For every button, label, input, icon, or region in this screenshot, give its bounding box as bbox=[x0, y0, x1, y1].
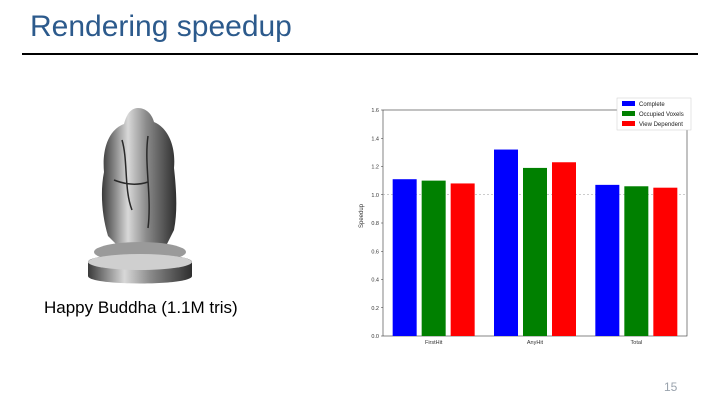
x-category-label: AnyHit bbox=[527, 340, 544, 346]
bar-view-dependent-total bbox=[653, 187, 678, 336]
legend-swatch-occupied bbox=[622, 111, 635, 116]
legend-swatch-complete bbox=[622, 101, 635, 106]
y-tick-label: 0.6 bbox=[371, 249, 379, 255]
y-axis-label: Speedup bbox=[359, 203, 365, 228]
model-caption: Happy Buddha (1.1M tris) bbox=[44, 298, 238, 317]
legend-swatch-view bbox=[622, 121, 635, 126]
y-tick-label: 0.2 bbox=[371, 306, 379, 312]
speedup-chart: 0.0 0.2 0.4 0.6 0.8 1.0 1.2 1.4 1.6 FirstHit AnyH… bbox=[359, 97, 692, 346]
bar-occupied-voxels-anyhit bbox=[523, 167, 547, 336]
bar-complete-firsthit bbox=[392, 179, 417, 336]
bar-view-dependent-firsthit bbox=[450, 183, 475, 336]
y-tick-label: 0.8 bbox=[371, 221, 379, 227]
bar-complete-anyhit bbox=[494, 149, 518, 336]
slide-title: Rendering speedup bbox=[30, 10, 292, 43]
x-category-label: Total bbox=[631, 340, 643, 346]
y-tick-label: 0.0 bbox=[371, 334, 379, 340]
y-tick-label: 0.4 bbox=[371, 278, 379, 284]
title-divider bbox=[22, 53, 698, 55]
happy-buddha-render bbox=[88, 108, 192, 284]
legend-label-complete: Complete bbox=[639, 102, 665, 108]
legend-label-view: View Dependent bbox=[639, 122, 683, 128]
y-tick-label: 1.6 bbox=[371, 108, 379, 114]
bar-complete-total bbox=[595, 184, 620, 336]
y-tick-label: 1.0 bbox=[371, 193, 379, 199]
legend-label-occupied: Occupied Voxels bbox=[639, 112, 684, 118]
bar-view-dependent-anyhit bbox=[552, 162, 576, 336]
y-tick-label: 1.2 bbox=[371, 165, 379, 171]
legend: Complete Occupied Voxels View Dependent bbox=[616, 97, 692, 131]
page-number: 15 bbox=[664, 380, 678, 394]
bar-occupied-voxels-firsthit bbox=[421, 180, 446, 336]
x-category-label: FirstHit bbox=[425, 340, 443, 346]
bar-occupied-voxels-total bbox=[624, 186, 649, 336]
y-tick-label: 1.4 bbox=[371, 136, 379, 142]
